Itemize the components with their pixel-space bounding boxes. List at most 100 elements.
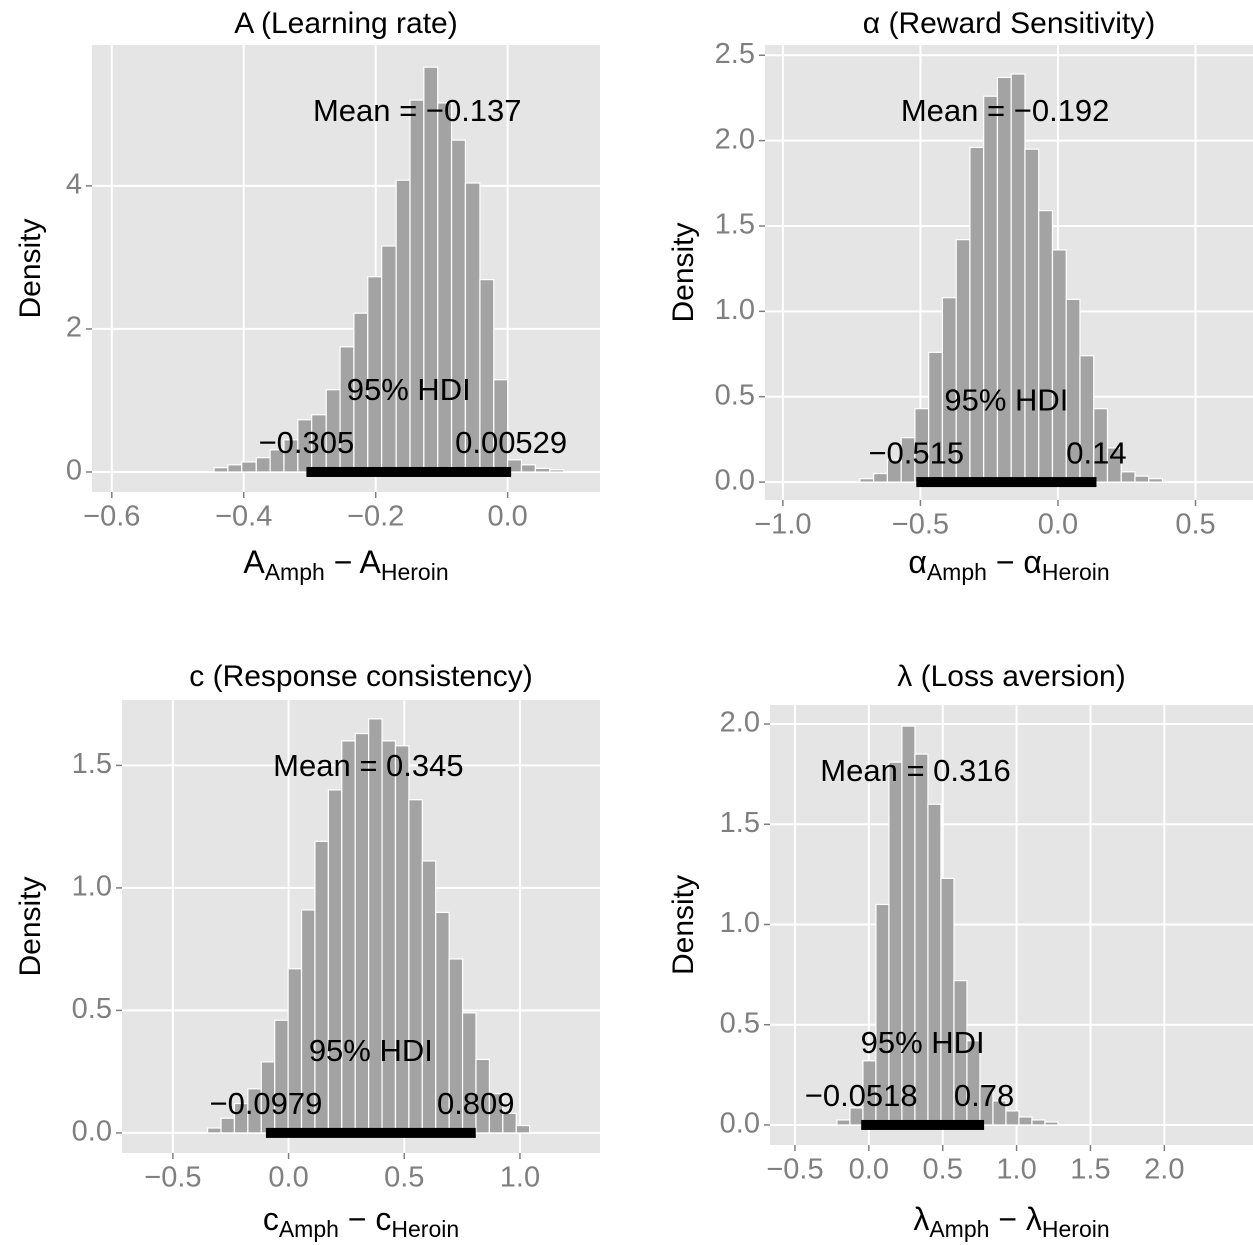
x-tick-label: 0.0 bbox=[487, 501, 527, 533]
x-tick-label: −0.5 bbox=[892, 509, 949, 541]
panel-title: c (Response consistency) bbox=[189, 660, 532, 693]
bar bbox=[873, 472, 889, 483]
bar bbox=[996, 76, 1012, 483]
x-tick-label: −0.2 bbox=[347, 501, 404, 533]
bar bbox=[213, 467, 229, 473]
y-tick-label: 2.0 bbox=[715, 123, 755, 155]
y-tick-label: 2 bbox=[66, 312, 82, 344]
x-tick-label: 0.0 bbox=[1038, 509, 1078, 541]
bar bbox=[927, 803, 942, 1126]
y-tick-label: 0.0 bbox=[720, 1108, 760, 1140]
bar bbox=[1120, 471, 1136, 483]
x-axis-label-part: A bbox=[360, 544, 382, 580]
bar bbox=[408, 799, 423, 1134]
x-tick-label: 0.0 bbox=[268, 1162, 308, 1194]
bar bbox=[836, 1119, 851, 1126]
x-axis-label-part: − bbox=[987, 544, 1023, 580]
x-axis-label-part: Amph bbox=[279, 1216, 339, 1242]
bar bbox=[888, 761, 903, 1126]
hdi-bound-label: 0.809 bbox=[437, 1086, 515, 1121]
hdi-bar bbox=[306, 466, 512, 477]
bar bbox=[1024, 148, 1040, 483]
bar bbox=[207, 1127, 222, 1134]
x-tick-label: −1.0 bbox=[754, 509, 811, 541]
hdi-label: 95% HDI bbox=[309, 1033, 433, 1068]
bar bbox=[394, 745, 410, 1134]
bar bbox=[381, 740, 397, 1134]
bar bbox=[1051, 249, 1067, 483]
y-tick-label: 1.5 bbox=[72, 748, 112, 780]
y-tick-label: 0.0 bbox=[72, 1116, 112, 1148]
hdi-bar bbox=[265, 1127, 476, 1138]
bar bbox=[437, 102, 453, 473]
y-tick-label: 0.5 bbox=[715, 379, 755, 411]
panel: −1.0 −0.5 0.0 0.5 0.0 0.5 1.0 1.5 2.0 2.5 −0.515 0.… bbox=[667, 7, 1253, 585]
hdi-bound-label: −0.0979 bbox=[209, 1086, 322, 1121]
hdi-label: 95% HDI bbox=[944, 382, 1068, 417]
bar bbox=[409, 99, 425, 473]
y-axis-label: Density bbox=[667, 222, 700, 322]
x-axis-label: αAmph − αHeroin bbox=[908, 544, 1109, 585]
x-tick-label: 2.0 bbox=[1144, 1154, 1184, 1186]
bar bbox=[450, 139, 467, 473]
x-tick-label: 1.0 bbox=[996, 1154, 1036, 1186]
bar bbox=[227, 464, 243, 473]
bar bbox=[1044, 1121, 1059, 1126]
bar bbox=[395, 179, 411, 473]
y-tick-label: 4 bbox=[66, 169, 82, 201]
mean-label: Mean = −0.137 bbox=[313, 93, 522, 128]
y-tick-label: 0.5 bbox=[720, 1007, 760, 1039]
x-tick-label: 0.5 bbox=[1175, 509, 1215, 541]
mean-label: Mean = −0.192 bbox=[901, 93, 1110, 128]
x-tick-label: 0.0 bbox=[849, 1154, 889, 1186]
x-axis-label-part: Amph bbox=[927, 559, 987, 585]
bar bbox=[515, 1124, 531, 1134]
y-tick-label: 1.0 bbox=[720, 907, 760, 939]
x-axis-label-part: c bbox=[263, 1201, 279, 1237]
bar bbox=[1010, 73, 1026, 483]
y-axis-label: Density bbox=[667, 875, 700, 975]
x-tick-label: −0.6 bbox=[83, 501, 140, 533]
x-axis-label-part: λ bbox=[913, 1201, 929, 1237]
bar bbox=[241, 461, 257, 473]
bar bbox=[1093, 408, 1109, 483]
bar bbox=[1148, 478, 1164, 483]
x-axis-label-part: A bbox=[243, 544, 265, 580]
x-axis-label-part: α bbox=[908, 544, 927, 580]
x-axis-label-part: α bbox=[1023, 544, 1042, 580]
panel: −0.6 −0.4 −0.2 0.0 0 2 4 −0.305 0.00529 95% HDI Me… bbox=[14, 7, 600, 585]
bar bbox=[914, 753, 929, 1126]
bar bbox=[1134, 475, 1150, 483]
bar bbox=[354, 732, 370, 1134]
x-axis-label-part: c bbox=[375, 1201, 391, 1237]
y-tick-label: 0 bbox=[66, 455, 82, 487]
x-axis-label-part: Amph bbox=[929, 1216, 989, 1242]
hdi-label: 95% HDI bbox=[861, 1025, 985, 1060]
hdi-bar bbox=[861, 1119, 985, 1130]
bar bbox=[549, 469, 565, 473]
x-axis-label-part: Heroin bbox=[391, 1216, 459, 1242]
y-tick-label: 1.0 bbox=[715, 294, 755, 326]
x-axis-label: λAmph − λHeroin bbox=[913, 1201, 1109, 1242]
y-tick-label: 0.0 bbox=[715, 465, 755, 497]
hdi-bar bbox=[916, 477, 1097, 488]
x-axis-label-part: λ bbox=[1026, 1201, 1042, 1237]
bar bbox=[502, 1112, 517, 1134]
panel: −0.5 0.0 0.5 1.0 1.5 2.00.00.51.01.52.0−0.051… bbox=[667, 660, 1253, 1242]
x-tick-label: 1.0 bbox=[500, 1162, 540, 1194]
bar bbox=[1106, 447, 1122, 483]
hdi-bound-label: 0.00529 bbox=[455, 425, 567, 460]
bar bbox=[327, 789, 343, 1134]
x-tick-label: 1.5 bbox=[1070, 1154, 1110, 1186]
y-tick-label: 2.0 bbox=[720, 707, 760, 739]
y-tick-label: 1.5 bbox=[720, 807, 760, 839]
panel-title: α (Reward Sensitivity) bbox=[863, 7, 1155, 40]
x-axis-label: AAmph − AHeroin bbox=[243, 544, 448, 585]
bar bbox=[1031, 1119, 1046, 1126]
panel-title: A (Learning rate) bbox=[234, 7, 457, 40]
x-axis-label-part: Heroin bbox=[1042, 1216, 1110, 1242]
x-tick-label: 0.5 bbox=[384, 1162, 424, 1194]
panel: −0.5 0.0 0.5 1.0 0.0 0.5 1.0 1.5 −0.0979 0.80995%… bbox=[14, 660, 600, 1242]
x-tick-label: −0.5 bbox=[766, 1154, 823, 1186]
